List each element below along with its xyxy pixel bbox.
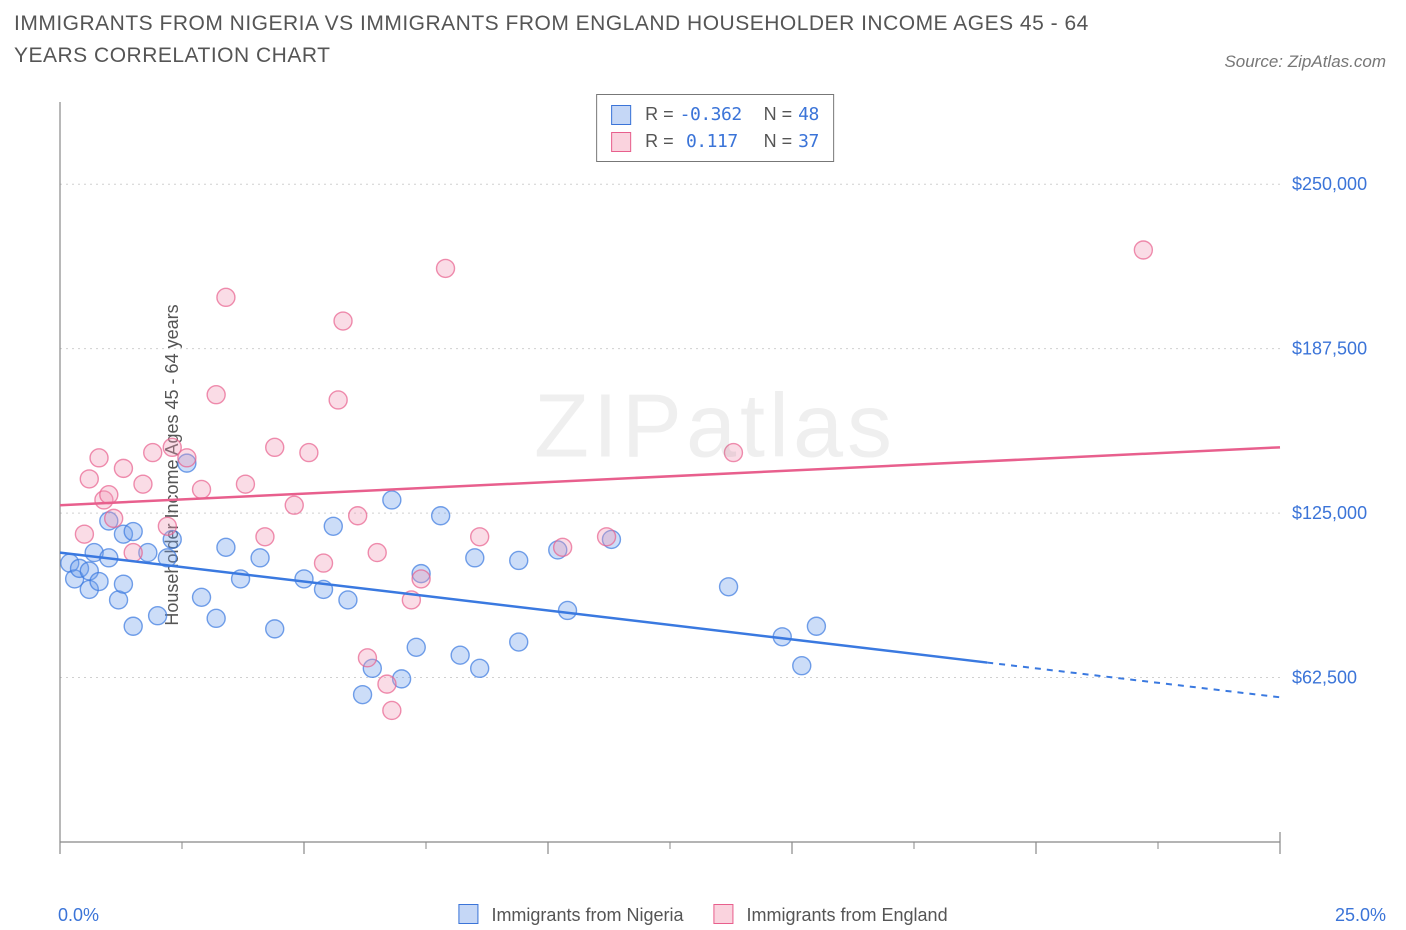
r-value-b: 0.117 [680, 128, 738, 155]
svg-text:$250,000: $250,000 [1292, 174, 1367, 194]
svg-text:$125,000: $125,000 [1292, 503, 1367, 523]
svg-text:$187,500: $187,500 [1292, 339, 1367, 359]
source-attribution: Source: ZipAtlas.com [1224, 52, 1386, 72]
svg-text:$62,500: $62,500 [1292, 668, 1357, 688]
x-axis-min-label: 0.0% [58, 905, 99, 926]
chart-title: IMMIGRANTS FROM NIGERIA VS IMMIGRANTS FR… [14, 8, 1134, 71]
legend-item-england: Immigrants from England [713, 904, 947, 926]
swatch-blue-icon [458, 904, 478, 924]
legend-row-england: R = 0.117 N = 37 [611, 128, 819, 155]
correlation-legend: R = -0.362 N = 48 R = 0.117 N = 37 [596, 94, 834, 162]
series-legend: Immigrants from Nigeria Immigrants from … [458, 904, 947, 926]
legend-row-nigeria: R = -0.362 N = 48 [611, 101, 819, 128]
n-value-b: 37 [798, 128, 819, 155]
legend-label-b: Immigrants from England [747, 905, 948, 925]
r-value-a: -0.362 [680, 101, 738, 128]
n-label: N = [764, 101, 793, 128]
r-label: R = [645, 128, 674, 155]
legend-label-a: Immigrants from Nigeria [491, 905, 683, 925]
x-axis-max-label: 25.0% [1335, 905, 1386, 926]
plot-area: $62,500 $125,000 $187,500 $250,000 R = -0.3… [50, 92, 1380, 872]
swatch-pink-icon [611, 132, 631, 152]
swatch-blue-icon [611, 105, 631, 125]
swatch-pink-icon [713, 904, 733, 924]
legend-item-nigeria: Immigrants from Nigeria [458, 904, 683, 926]
n-value-a: 48 [798, 101, 819, 128]
chart-container: IMMIGRANTS FROM NIGERIA VS IMMIGRANTS FR… [0, 0, 1406, 930]
r-label: R = [645, 101, 674, 128]
scatter-chart-svg: $62,500 $125,000 $187,500 $250,000 [50, 92, 1380, 872]
n-label: N = [764, 128, 793, 155]
